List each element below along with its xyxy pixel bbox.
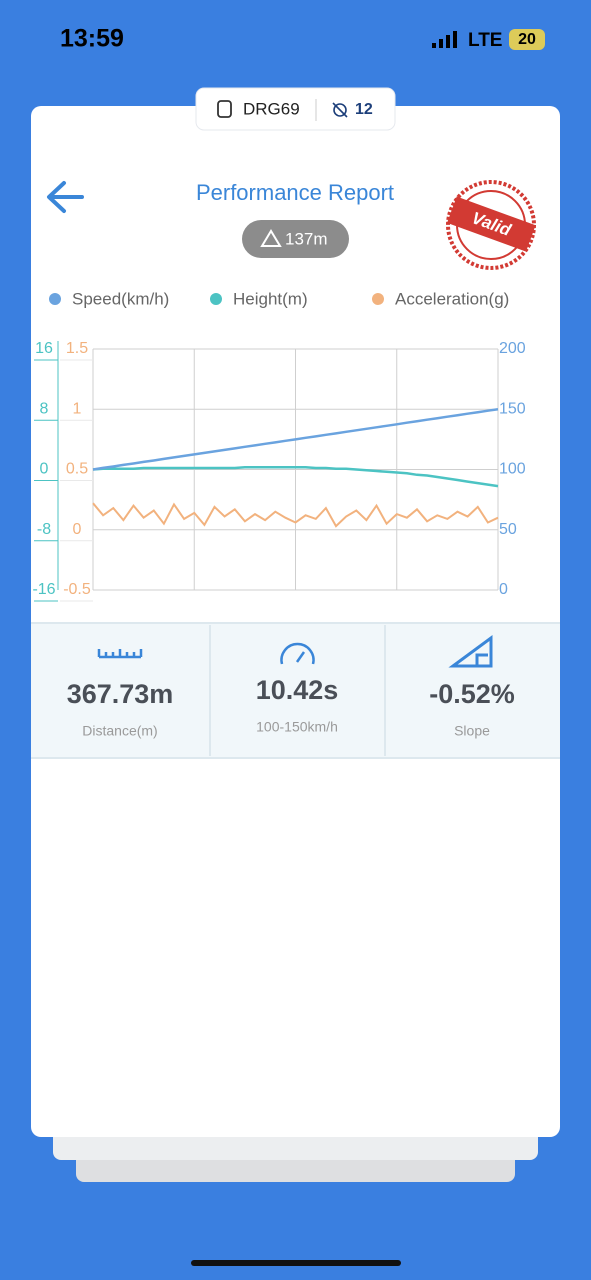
device-pill[interactable] — [195, 87, 396, 131]
series-line — [92, 502, 499, 528]
series-line — [92, 465, 499, 488]
y3-tick-label: -0.5 — [63, 581, 91, 598]
y-tick-label: 8 — [40, 400, 49, 417]
y3-tick-label: 0 — [73, 521, 82, 538]
gauge-icon — [280, 642, 315, 665]
y3-tick-label: 1 — [73, 400, 82, 417]
report-card — [31, 106, 560, 1137]
page-title: Performance Report — [196, 180, 394, 205]
altitude-icon — [260, 229, 282, 247]
legend-marker — [210, 293, 222, 305]
stat-value: -0.52% — [429, 679, 515, 709]
y2-tick-label: 100 — [499, 461, 526, 478]
legend-marker — [49, 293, 61, 305]
legend-label: Speed(km/h) — [72, 289, 169, 308]
y-tick-label: -8 — [37, 521, 51, 538]
altitude-pill — [242, 220, 349, 258]
series-line — [92, 408, 499, 471]
y3-tick-label: 1.5 — [66, 340, 88, 357]
y-tick-label: 0 — [40, 461, 49, 478]
y2-tick-label: 200 — [499, 340, 526, 357]
home-indicator — [191, 1260, 401, 1266]
stat-value: 367.73m — [67, 679, 174, 709]
gauge-needle — [295, 651, 306, 663]
y2-tick-label: 50 — [499, 521, 517, 538]
status-network: LTE — [468, 30, 502, 51]
y2-tick-label: 0 — [499, 581, 508, 598]
y-tick-label: 16 — [35, 340, 53, 357]
chart: 0 50 100 150 200 -16 -8 0 8 16 -0.5 0 0.5 1 1.5 Speed(k… — [32, 289, 526, 602]
device-icon — [217, 100, 232, 118]
y3-tick-label: 0.5 — [66, 461, 88, 478]
status-time: 13:59 — [60, 25, 124, 53]
slope-icon — [448, 635, 493, 668]
legend-marker — [372, 293, 384, 305]
ruler-icon — [97, 649, 143, 659]
stat-label: Distance(m) — [82, 723, 157, 739]
stat-value: 10.42s — [256, 675, 339, 705]
back-button[interactable] — [47, 181, 84, 213]
y-tick-label: -16 — [32, 581, 55, 598]
device-name: DRG69 — [243, 99, 300, 118]
y2-tick-label: 150 — [499, 400, 526, 417]
altitude: 137m — [285, 229, 328, 248]
satellite-count: 12 — [355, 101, 373, 118]
valid-stamp: Valid — [446, 180, 536, 270]
status-battery: 20 — [518, 31, 536, 48]
legend-label: Height(m) — [233, 289, 308, 308]
satellite-icon — [332, 102, 348, 118]
signal-icon — [432, 31, 457, 48]
stat-label: Slope — [454, 723, 490, 739]
battery-icon — [509, 29, 545, 50]
legend-label: Acceleration(g) — [395, 289, 509, 308]
stat-label: 100-150km/h — [256, 719, 338, 735]
